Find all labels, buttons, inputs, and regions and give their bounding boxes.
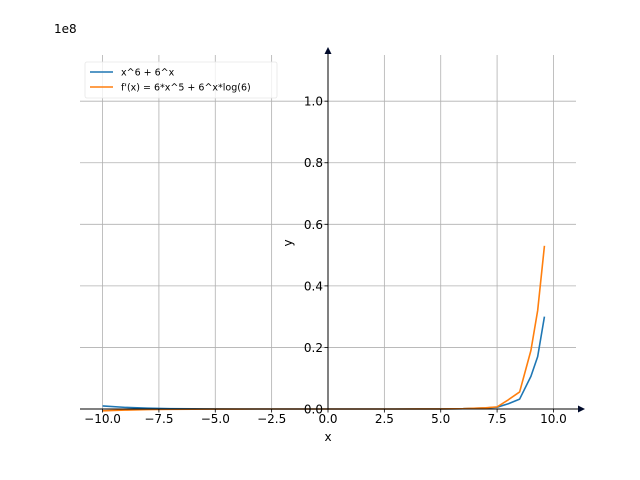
x-tick-label: −5.0 (201, 412, 230, 426)
ticks: −10.0 −7.5 −5.0 −2.5 0.0 2.5 5.0 7.5 10.0 0.0 0.2 0… (84, 95, 567, 426)
offset-text: 1e8 (54, 22, 77, 36)
legend-label-0: x^6 + 6^x (121, 68, 175, 79)
x-tick-label: 2.5 (375, 412, 394, 426)
x-tick-label: 7.5 (488, 412, 507, 426)
x-axis-arrow (578, 405, 585, 413)
axes (80, 47, 585, 413)
y-axis-arrow (324, 47, 332, 54)
series-line-0 (102, 316, 546, 410)
x-tick-label: 0.0 (318, 412, 337, 426)
y-tick-label: 0.6 (304, 218, 323, 232)
y-tick-label: 0.0 (304, 403, 323, 417)
legend-box (84, 61, 278, 99)
x-tick-label: −7.5 (144, 412, 173, 426)
x-tick-label: −10.0 (84, 412, 121, 426)
y-tick-label: 0.4 (304, 279, 323, 293)
series-line-1 (102, 245, 546, 412)
x-tick-label: 5.0 (431, 412, 450, 426)
y-tick-label: 1.0 (304, 95, 323, 109)
x-tick-label: 10.0 (540, 412, 567, 426)
x-axis-label: x (324, 430, 331, 444)
y-tick-label: 0.8 (304, 156, 323, 170)
x-tick-label: −2.5 (257, 412, 286, 426)
legend-label-1: f'(x) = 6*x^5 + 6^x*log(6) (121, 83, 251, 94)
legend: x^6 + 6^x f'(x) = 6*x^5 + 6^x*log(6) (84, 61, 278, 99)
series-layer (102, 245, 546, 412)
y-tick-label: 0.2 (304, 341, 323, 355)
y-axis-label: y (281, 239, 295, 246)
